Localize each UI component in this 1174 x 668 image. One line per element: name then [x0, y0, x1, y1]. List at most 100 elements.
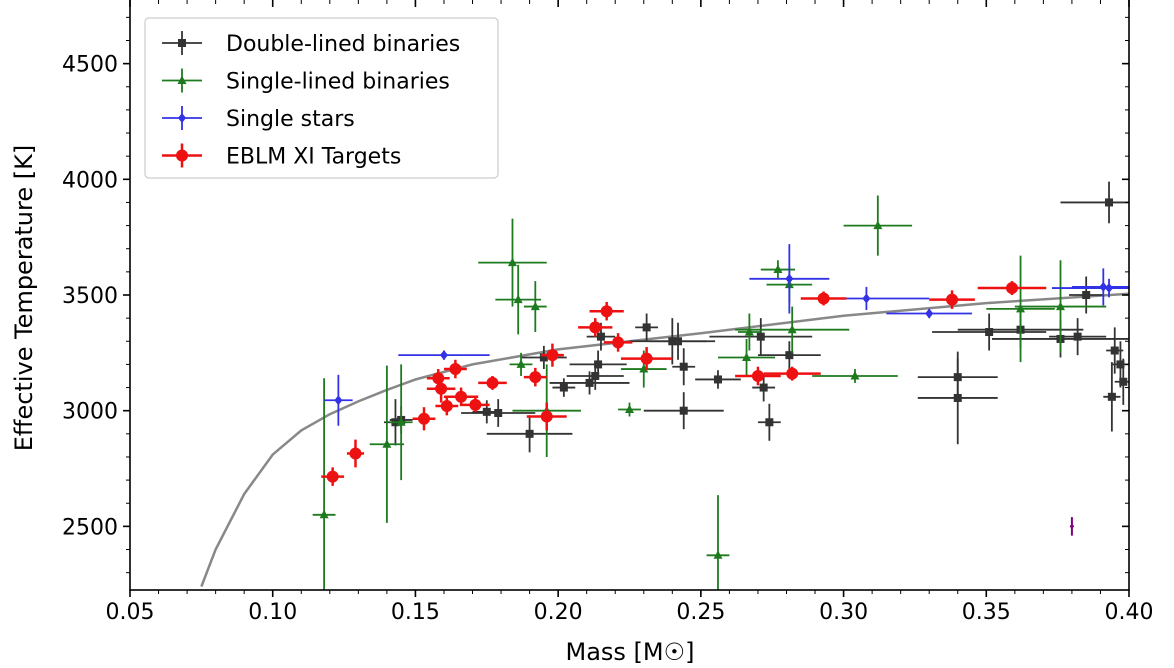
legend-entry: Single stars — [162, 106, 355, 132]
x-tick-label: 0.25 — [676, 600, 725, 625]
data-point — [1082, 291, 1091, 299]
y-tick-label: 4000 — [62, 168, 118, 193]
data-point — [516, 359, 526, 368]
legend-entry: Single-lined binaries — [162, 68, 450, 95]
data-point — [591, 371, 600, 380]
data-point — [751, 369, 764, 382]
data-point — [612, 336, 625, 349]
data-point — [642, 323, 651, 332]
legend-label: Double-lined binaries — [226, 32, 460, 57]
data-point — [1119, 377, 1128, 386]
data-point — [873, 220, 883, 230]
data-point — [417, 412, 430, 425]
data-point — [1055, 301, 1065, 311]
legend-marker — [176, 149, 188, 162]
data-point — [640, 352, 653, 365]
data-point — [435, 382, 448, 395]
data-points-layer — [312, 181, 1129, 590]
data-point — [539, 353, 548, 362]
x-axis-label: Mass [M☉] — [566, 638, 695, 666]
data-point — [786, 367, 799, 380]
data-point — [773, 264, 783, 274]
y-axis-label: Effective Temperature [K] — [10, 145, 38, 451]
data-point — [507, 257, 517, 267]
data-point — [455, 390, 468, 403]
data-point — [985, 328, 994, 337]
data-point — [1110, 346, 1119, 355]
data-point — [785, 351, 794, 360]
data-point — [1016, 303, 1026, 313]
data-point — [530, 301, 540, 311]
legend-label: Single-lined binaries — [226, 70, 450, 95]
series-eblm-xi-targets — [321, 281, 1047, 486]
x-tick-label: 0.10 — [248, 600, 297, 625]
data-point — [1107, 392, 1116, 401]
data-point — [625, 404, 634, 414]
legend-entry: EBLM XI Targets — [162, 143, 401, 170]
data-point — [513, 294, 523, 304]
data-point — [529, 371, 542, 384]
x-tick-label: 0.35 — [962, 600, 1011, 625]
data-point — [1099, 281, 1108, 292]
data-point — [382, 439, 392, 448]
data-point — [744, 327, 754, 336]
data-point — [449, 363, 462, 376]
data-point — [639, 364, 649, 373]
data-point — [546, 349, 559, 362]
data-point — [439, 350, 448, 361]
data-point — [396, 417, 406, 426]
data-point — [600, 305, 613, 318]
data-point — [596, 332, 605, 341]
data-point — [850, 370, 860, 380]
plot-frame — [129, 0, 1130, 591]
series-single-stars — [324, 244, 1129, 426]
y-tick-label: 2500 — [62, 515, 118, 540]
data-point — [862, 293, 871, 304]
legend-label: EBLM XI Targets — [226, 145, 401, 170]
axes-frame — [129, 0, 1130, 591]
data-point — [585, 378, 594, 387]
series-double-lined-binaries — [384, 181, 1129, 453]
data-point — [1105, 198, 1114, 207]
data-point — [440, 400, 453, 413]
data-point — [525, 429, 534, 438]
series-single-lined-binaries — [312, 195, 1107, 590]
data-point — [1105, 283, 1114, 294]
y-tick-label: 3000 — [62, 400, 118, 425]
data-point — [765, 418, 774, 427]
x-tick-label: 0.15 — [391, 600, 440, 625]
data-point — [482, 407, 491, 416]
data-point — [785, 273, 794, 284]
data-point — [1005, 282, 1018, 295]
data-point — [759, 383, 768, 392]
data-point — [319, 509, 329, 519]
data-point — [1116, 360, 1125, 369]
y-tick-label: 4500 — [62, 53, 118, 78]
legend-label: Single stars — [226, 107, 355, 132]
legend-entry: Double-lined binaries — [162, 31, 460, 57]
data-point — [787, 324, 797, 334]
legend-box — [144, 17, 499, 179]
data-point — [349, 447, 362, 460]
data-point — [713, 550, 723, 559]
x-tick-label: 0.30 — [819, 600, 868, 625]
y-tick-label: 3500 — [62, 284, 118, 309]
legend-marker — [178, 113, 186, 123]
data-point — [559, 383, 568, 392]
data-point — [679, 362, 688, 371]
data-point — [946, 293, 959, 306]
data-point — [817, 292, 830, 305]
data-point — [334, 395, 343, 406]
data-point — [326, 470, 339, 483]
data-point — [925, 308, 934, 319]
legend-marker — [177, 75, 187, 84]
data-point — [486, 376, 499, 389]
x-tick-label: 0.05 — [106, 600, 155, 625]
data-point — [756, 332, 765, 341]
data-point — [713, 375, 722, 384]
axis-ticks: 0.05 0.10 0.15 0.20 0.25 0.30 0.35 0.40 2500 3000… — [62, 0, 1153, 625]
data-point — [589, 321, 602, 334]
data-point — [679, 406, 688, 415]
legend: Double-lined binaries Single-lined binari… — [144, 17, 499, 179]
